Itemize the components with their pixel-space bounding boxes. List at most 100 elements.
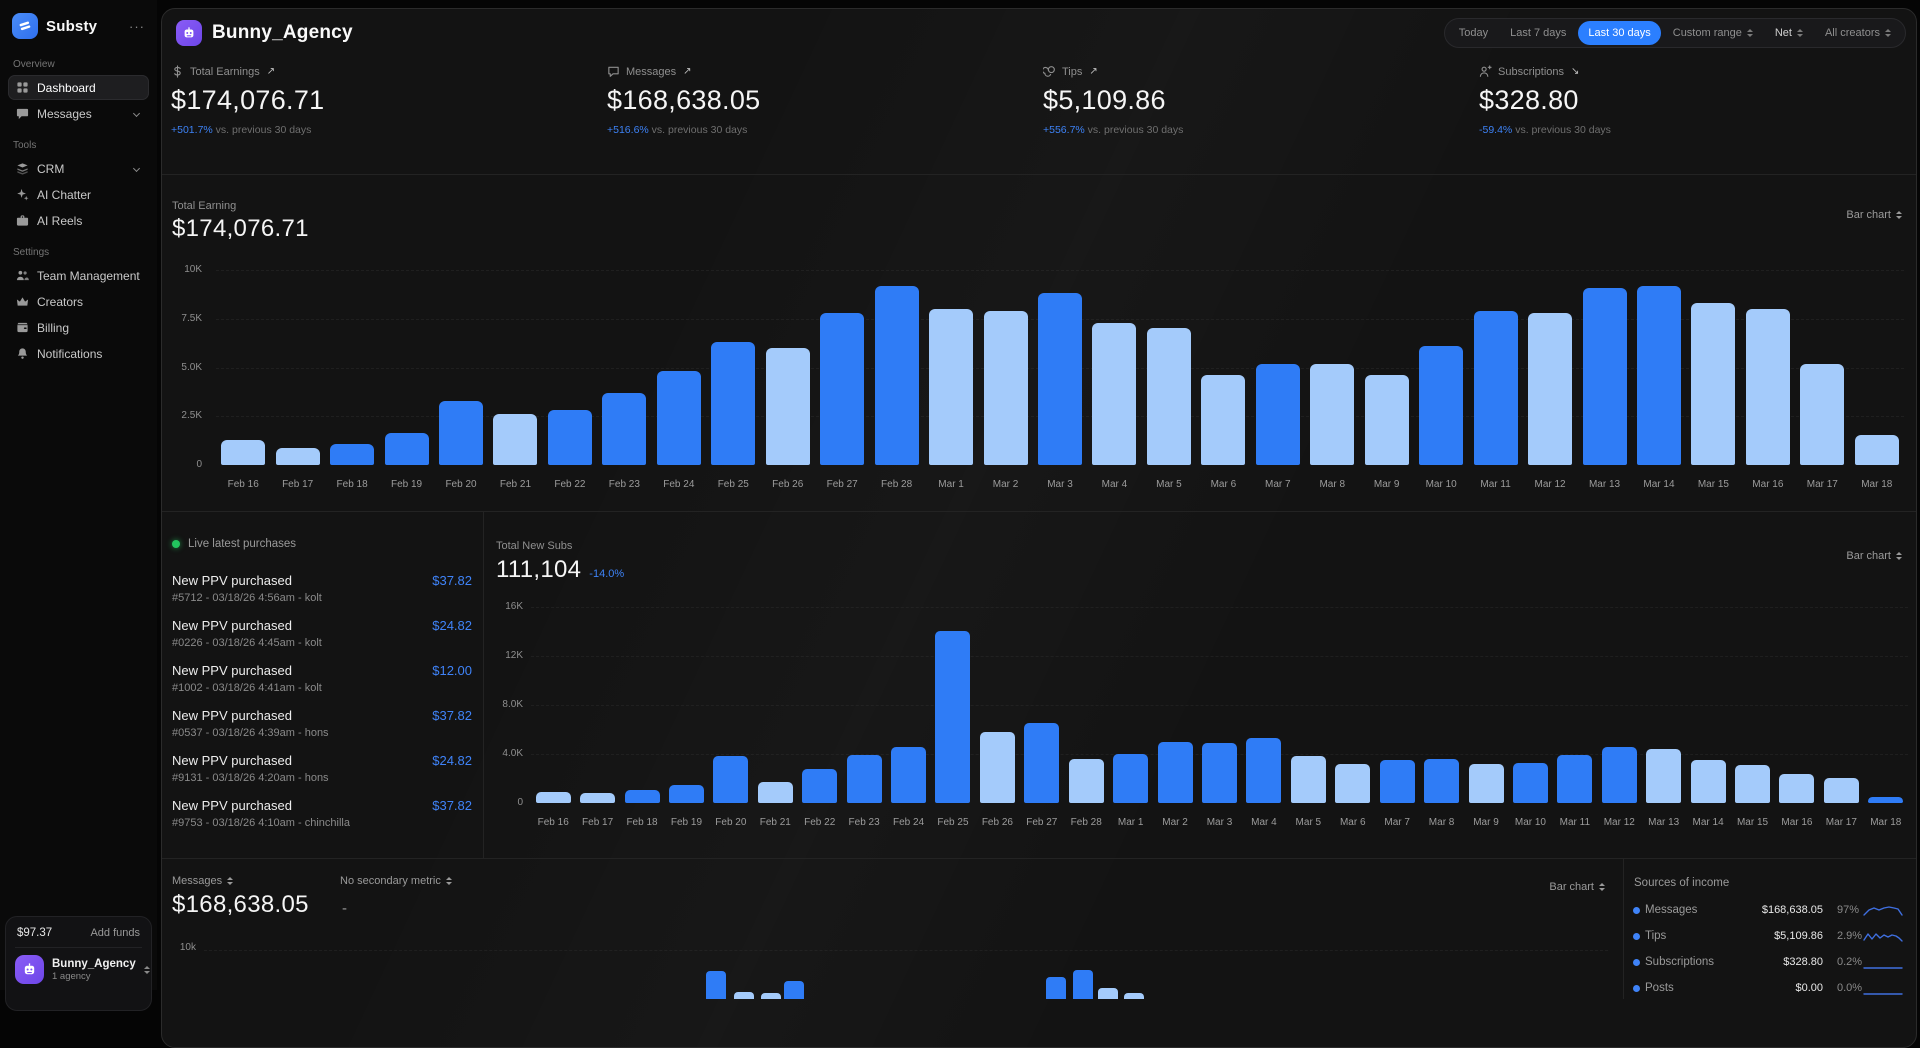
purchase-list-item: New PPV purchased $37.82 #5712 - 03/18/26 … xyxy=(172,573,472,604)
source-sparkline xyxy=(1863,982,1903,1001)
secondary-metric-value: - xyxy=(342,900,347,917)
chart-bar xyxy=(802,769,837,803)
x-tick-label: Mar 3 xyxy=(1206,817,1233,828)
sidebar-menu-button[interactable]: ··· xyxy=(129,18,145,34)
stat-header: Total Earnings ↗ xyxy=(171,65,607,78)
x-tick-label: Feb 18 xyxy=(336,479,368,490)
messages-section: Messages $168,638.05 No secondary metric… xyxy=(162,858,1623,999)
x-tick-label: Feb 27 xyxy=(1026,817,1058,828)
gridline xyxy=(531,607,1908,608)
source-dot-icon xyxy=(1633,907,1640,914)
account-switcher[interactable]: Bunny_Agency 1 agency xyxy=(15,948,150,984)
time-filter-group: Today Last 7 days Last 30 days Custom range… xyxy=(1443,18,1906,48)
source-row-messages: Messages $168,638.05 97% xyxy=(1624,903,1916,919)
account-name: Bunny_Agency xyxy=(52,957,136,970)
team-icon xyxy=(15,269,29,283)
stat-change: -59.4% vs. previous 30 days xyxy=(1479,124,1611,136)
chart-bar xyxy=(929,309,973,465)
sidebar-item-crm[interactable]: CRM xyxy=(8,156,149,181)
time-filter-last-30-days[interactable]: Last 30 days xyxy=(1578,21,1661,45)
add-funds-button[interactable]: Add funds xyxy=(90,927,140,939)
chart-bar xyxy=(1310,364,1354,465)
message-icon xyxy=(607,65,620,78)
stat-label: Subscriptions xyxy=(1498,65,1565,78)
sidebar-item-billing[interactable]: Billing xyxy=(8,315,149,340)
y-tick-label: 8.0K xyxy=(502,699,523,710)
y-tick-label: 16K xyxy=(505,601,523,612)
secondary-metric-select[interactable]: No secondary metric xyxy=(340,875,452,887)
x-tick-label: Mar 17 xyxy=(1806,479,1838,490)
sidebar-item-label: Notifications xyxy=(37,346,103,361)
x-tick-label: Mar 4 xyxy=(1101,479,1128,490)
x-tick-label: Feb 18 xyxy=(626,817,658,828)
sidebar-item-ai-reels[interactable]: AI Reels xyxy=(8,208,149,233)
chart-bar xyxy=(1779,774,1814,803)
purchase-amount: $12.00 xyxy=(432,663,472,678)
subscribers-icon xyxy=(1479,65,1492,78)
chart-bar xyxy=(1469,764,1504,803)
y-tick-label: 5.0K xyxy=(181,361,202,373)
sidebar-item-notifications[interactable]: Notifications xyxy=(8,341,149,366)
stat-value: $328.80 xyxy=(1479,85,1579,115)
y-tick-label: 10K xyxy=(184,264,202,275)
chart-bar xyxy=(493,414,537,465)
purchase-amount: $37.82 xyxy=(432,573,472,588)
x-tick-label: Feb 24 xyxy=(663,479,695,490)
y-tick-label: 0 xyxy=(196,459,202,470)
chart-bar xyxy=(1528,313,1572,465)
messages-ytick: 10k xyxy=(179,942,196,953)
custom-range-select[interactable]: Custom range xyxy=(1663,21,1763,45)
x-tick-label: Mar 13 xyxy=(1588,479,1621,490)
chart-bar xyxy=(1800,364,1844,465)
x-tick-label: Mar 15 xyxy=(1736,817,1769,828)
divider xyxy=(162,511,1916,512)
balance-row: $97.37 Add funds xyxy=(15,925,142,948)
net-select[interactable]: Net xyxy=(1765,21,1813,45)
chart-bar xyxy=(657,371,701,465)
nav-section-label: Overview xyxy=(13,59,55,70)
chart-bar xyxy=(1380,760,1415,803)
purchases-header: Live latest purchases xyxy=(172,538,296,550)
stat-card-messages: Messages ↗ $168,638.05 +516.6% vs. previous… xyxy=(607,57,1043,174)
source-row-posts: Posts $0.00 0.0% xyxy=(1624,981,1916,997)
source-value: $168,638.05 xyxy=(1761,904,1823,916)
source-label: Subscriptions xyxy=(1645,956,1715,968)
sidebar-item-dashboard[interactable]: Dashboard xyxy=(8,75,149,100)
purchase-meta: #1002 - 03/18/26 4:41am - kolt xyxy=(172,682,322,694)
chart-bar xyxy=(1073,970,1093,999)
stat-header: Messages ↗ xyxy=(607,65,1043,78)
x-tick-label: Feb 27 xyxy=(826,479,858,490)
x-tick-label: Feb 23 xyxy=(848,817,880,828)
sidebar-item-team-management[interactable]: Team Management xyxy=(8,263,149,288)
chart-bar xyxy=(1291,756,1326,803)
chart-bar xyxy=(548,410,592,465)
sidebar-item-messages[interactable]: Messages xyxy=(8,101,149,126)
live-dot-icon xyxy=(172,540,180,548)
stat-label: Total Earnings xyxy=(190,65,260,78)
chart-bar xyxy=(1513,763,1548,803)
stat-change: +501.7% vs. previous 30 days xyxy=(171,124,312,136)
time-filter-today[interactable]: Today xyxy=(1458,27,1489,39)
subs-chart-type-select[interactable]: Bar chart xyxy=(1846,550,1902,562)
chart-bar xyxy=(766,348,810,465)
messages-chart-type-select[interactable]: Bar chart xyxy=(1549,881,1605,893)
time-filter-last-7-days[interactable]: Last 7 days xyxy=(1510,27,1567,39)
x-tick-label: Mar 6 xyxy=(1210,479,1237,490)
sidebar-item-creators[interactable]: Creators xyxy=(8,289,149,314)
x-tick-label: Feb 17 xyxy=(582,817,614,828)
sidebar-item-ai-chatter[interactable]: AI Chatter xyxy=(8,182,149,207)
source-sparkline xyxy=(1863,930,1903,949)
gridline xyxy=(204,950,1608,951)
messages-metric-select[interactable]: Messages xyxy=(172,875,234,887)
x-tick-label: Feb 25 xyxy=(717,479,749,490)
x-tick-label: Mar 17 xyxy=(1825,817,1857,828)
stat-card-total-earnings: Total Earnings ↗ $174,076.71 +501.7% vs. pr… xyxy=(171,57,607,174)
chart-bar xyxy=(1602,747,1637,803)
sidebar: Substy ··· Overview Dashboard Messages Tool… xyxy=(0,0,157,1011)
sidebar-nav: Overview Dashboard Messages Tools CRM AI Chat… xyxy=(0,59,157,366)
x-tick-label: Mar 11 xyxy=(1559,817,1591,828)
creators-select[interactable]: All creators xyxy=(1815,21,1901,45)
earning-chart-type-select[interactable]: Bar chart xyxy=(1846,209,1902,221)
x-tick-label: Feb 26 xyxy=(772,479,804,490)
chart-bar xyxy=(580,793,615,803)
